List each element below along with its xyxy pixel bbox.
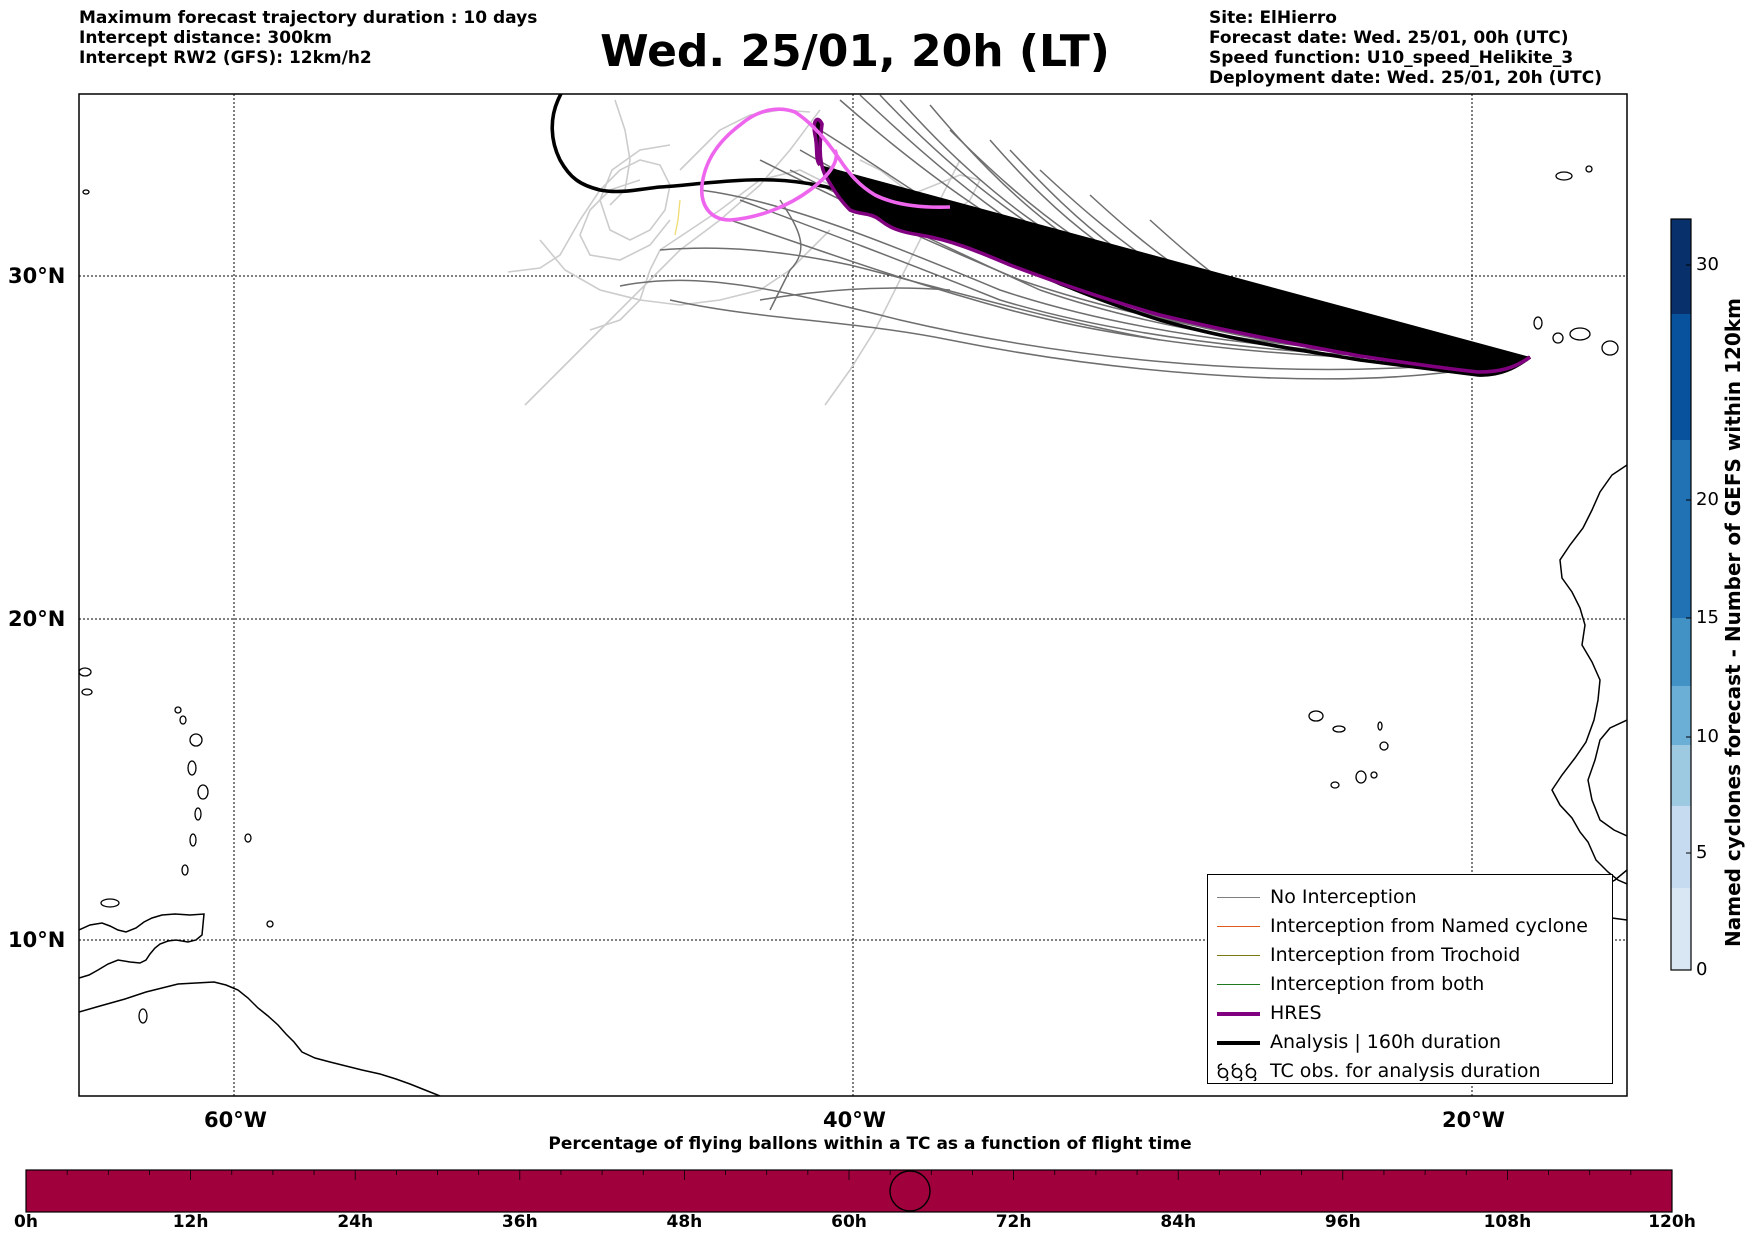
flight-bar-tick-label: 24h [337,1212,374,1232]
legend-row-both: Interception from both [1208,972,1612,998]
colorbar-tick-15: 15 [1696,607,1719,628]
flight-bar-tick-label: 0h [14,1212,38,1232]
island-cape-verde-2 [1332,725,1346,733]
forecast-date-text: Forecast date: Wed. 25/01, 00h (UTC) [1209,28,1569,48]
island-cape-verde-4 [1377,721,1383,731]
header-left-info: Maximum forecast trajectory duration : 1… [79,8,537,68]
legend-row-tc-obs: TC obs. for analysis duration [1208,1059,1612,1085]
island-canary-2 [1569,327,1591,341]
legend-swatch-no-interception [1217,897,1260,898]
island-caribbean-5 [189,833,197,847]
flight-bar-tick-label: 36h [501,1212,538,1232]
island-cape-verde-1 [1308,710,1324,722]
flight-bar-tick-label: 48h [666,1212,703,1232]
island-caribbean-4 [194,807,202,821]
island-madeira [1555,171,1573,181]
flight-bar-tick-label: 96h [1324,1212,1361,1232]
speed-function-text: Speed function: U10_speed_Helikite_3 [1209,48,1574,68]
legend-row-trochoid: Interception from Trochoid [1208,943,1612,969]
legend-label-hres: HRES [1270,1002,1322,1024]
coastline-west-africa-lower [1587,719,1627,837]
island-canary-1 [1601,340,1619,356]
island-caribbean-11 [138,1008,148,1024]
islands [79,165,1619,1024]
lat-label-10n: 10°N [8,928,66,952]
cyclone-symbol-icon [1217,1063,1257,1081]
island-caribbean-12 [100,898,120,908]
island-cape-verde-7 [1370,771,1378,779]
flight-bar-tick-label: 120h [1648,1212,1696,1232]
map-frame [78,93,1628,1097]
flight-bar-title: Percentage of flying ballons within a TC… [548,1134,1192,1154]
intercept-rw2-text: Intercept RW2 (GFS): 12km/h2 [79,48,372,68]
colorbar-tick-10: 10 [1696,726,1719,747]
flight-bar-tick-label: 84h [1160,1212,1197,1232]
island-caribbean-8 [179,715,187,725]
page-title: Wed. 25/01, 20h (LT) [600,26,1110,77]
coastline-west-africa [1551,464,1627,885]
island-caribbean-3 [197,784,209,800]
colorbar-tick-0: 0 [1696,959,1708,980]
island-cape-verde-6 [1330,781,1340,789]
colorbar-tick-30: 30 [1696,254,1719,275]
legend-row-named-cyclone: Interception from Named cyclone [1208,914,1612,940]
legend-swatch-both [1217,984,1260,985]
legend-label-trochoid: Interception from Trochoid [1270,944,1521,966]
flight-bar-tick-label: 72h [995,1212,1032,1232]
colorbar-tick-5: 5 [1696,842,1708,863]
lat-label-30n: 30°N [8,264,66,288]
lon-label-20w: 20°W [1442,1108,1505,1132]
lon-label-40w: 40°W [823,1108,886,1132]
island-cape-verde-5 [1355,770,1367,784]
lat-label-20n: 20°N [8,607,66,631]
colorbar [1670,218,1692,971]
island-caribbean-1 [189,733,203,747]
legend-label-tc-obs: TC obs. for analysis duration [1270,1060,1541,1082]
island-caribbean-13 [79,667,92,677]
legend: No Interception Interception from Named … [1207,874,1613,1084]
hres-track [814,119,1530,372]
island-cape-verde-3 [1379,741,1389,751]
island-caribbean-7 [244,833,252,843]
island-caribbean-9 [174,706,182,714]
intercept-distance-text: Intercept distance: 300km [79,28,332,48]
legend-row-no-interception: No Interception [1208,885,1612,911]
legend-label-both: Interception from both [1270,973,1485,995]
legend-row-hres: HRES [1208,1001,1612,1027]
island-caribbean-14 [266,920,274,928]
header-right-info: Site: ElHierro Forecast date: Wed. 25/01… [1209,8,1602,88]
legend-label-analysis: Analysis | 160h duration [1270,1031,1502,1053]
legend-swatch-hres [1217,1012,1260,1016]
island-caribbean-2 [187,760,197,776]
legend-swatch-analysis [1217,1041,1260,1045]
legend-swatch-trochoid [1217,955,1260,956]
flight-time-bar [25,1169,1673,1213]
flight-bar-tick-label: 12h [172,1212,209,1232]
legend-label-no-interception: No Interception [1270,886,1417,908]
track-trochoid-segment [674,199,681,236]
island-canary-3 [1552,332,1564,344]
legend-row-analysis: Analysis | 160h duration [1208,1030,1612,1056]
island-bermuda [82,189,90,195]
deployment-date-text: Deployment date: Wed. 25/01, 20h (UTC) [1209,68,1603,88]
site-text: Site: ElHierro [1209,8,1337,28]
flight-bar-tick-label: 60h [831,1212,867,1232]
flight-bar-tick-label: 108h [1483,1212,1532,1232]
flight-time-marker [889,1170,931,1212]
island-caribbean-6 [181,864,189,876]
magenta-loop-track [700,107,951,222]
coastline-south-america [79,981,441,1096]
legend-label-named-cyclone: Interception from Named cyclone [1270,915,1588,937]
island-canary-4 [1533,316,1543,330]
coastline-south-america-north [79,913,205,979]
island-caribbean-10 [81,688,93,696]
lon-label-60w: 60°W [204,1108,267,1132]
colorbar-tick-20: 20 [1696,489,1719,510]
island-azores [1585,165,1593,173]
colorbar-title: Named cyclones forecast - Number of GEFS… [1721,298,1745,947]
legend-swatch-named-cyclone [1217,926,1260,927]
max-duration-text: Maximum forecast trajectory duration : 1… [79,8,538,28]
